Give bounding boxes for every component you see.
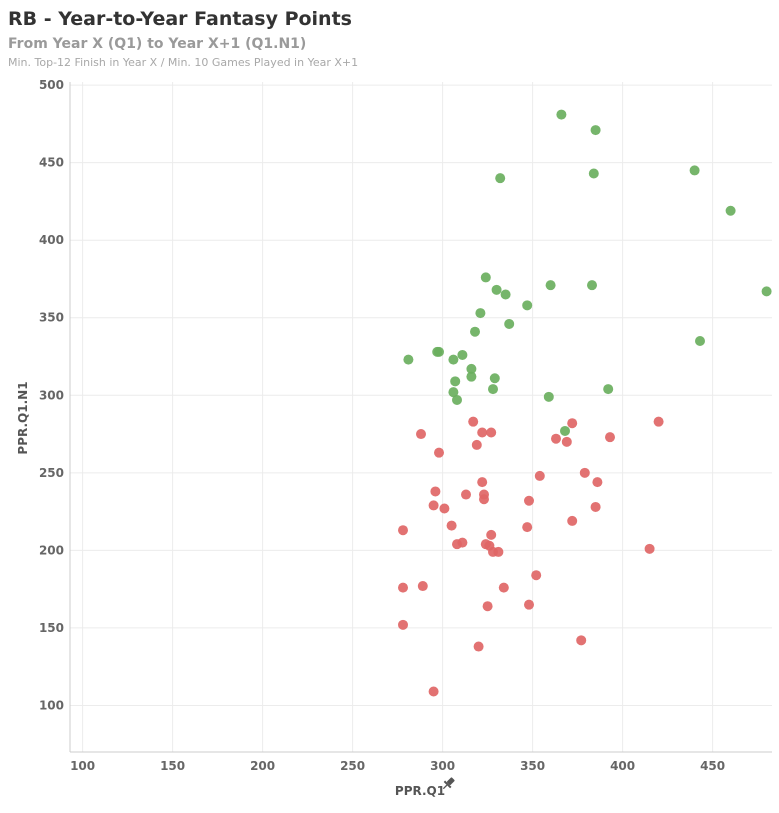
scatter-point-green[interactable]	[470, 326, 480, 337]
scatter-point-green[interactable]	[588, 168, 599, 179]
y-tick-label: 100	[39, 698, 64, 712]
scatter-point-red[interactable]	[605, 432, 615, 443]
scatter-point-green[interactable]	[448, 387, 459, 398]
scatter-point-red[interactable]	[446, 520, 457, 531]
scatter-point-green[interactable]	[448, 354, 459, 365]
x-axis-label: PPR.Q1	[395, 784, 445, 798]
scatter-point-red[interactable]	[434, 447, 444, 458]
y-tick-label: 500	[39, 78, 64, 92]
x-tick-label: 350	[520, 759, 545, 773]
y-tick-label: 450	[39, 156, 64, 170]
scatter-point-red[interactable]	[579, 467, 590, 478]
scatter-point-green[interactable]	[495, 173, 506, 184]
scatter-point-green[interactable]	[545, 280, 556, 291]
chart-title: RB - Year-to-Year Fantasy Points	[8, 8, 352, 30]
scatter-point-red[interactable]	[493, 546, 504, 557]
scatter-point-green[interactable]	[489, 373, 500, 384]
scatter-point-red[interactable]	[590, 501, 601, 512]
scatter-point-red[interactable]	[592, 477, 603, 488]
scatter-point-green[interactable]	[466, 371, 477, 382]
scatter-point-red[interactable]	[486, 529, 497, 540]
scatter-point-red[interactable]	[428, 686, 439, 697]
scatter-point-red[interactable]	[428, 500, 439, 511]
scatter-point-red[interactable]	[417, 581, 428, 592]
scatter-point-red[interactable]	[398, 525, 408, 536]
scatter-point-green[interactable]	[689, 165, 700, 176]
pin-icon[interactable]	[440, 776, 456, 792]
scatter-point-red[interactable]	[398, 619, 408, 630]
x-tick-label: 250	[340, 759, 365, 773]
axes: 100 150 200 250 300 350 400 450 100 150 200 250 300 3…	[39, 78, 772, 773]
scatter-point-red[interactable]	[457, 537, 468, 548]
scatter-point-green[interactable]	[491, 284, 502, 295]
scatter-point-red[interactable]	[644, 543, 655, 554]
scatter-point-red[interactable]	[439, 503, 450, 514]
y-axis-label: PPR.Q1.N1	[16, 381, 30, 454]
scatter-point-red[interactable]	[498, 582, 509, 593]
scatter-point-green[interactable]	[603, 384, 614, 395]
y-tick-label: 300	[39, 388, 64, 402]
scatter-point-green[interactable]	[403, 354, 414, 365]
x-tick-label: 400	[610, 759, 635, 773]
scatter-point-green[interactable]	[480, 272, 491, 283]
y-tick-label: 200	[39, 543, 64, 557]
scatter-point-red[interactable]	[567, 515, 578, 526]
scatter-point-green[interactable]	[522, 300, 533, 311]
scatter-point-red[interactable]	[430, 486, 441, 497]
y-tick-label: 400	[39, 233, 64, 247]
grid	[70, 82, 772, 752]
scatter-point-green[interactable]	[475, 308, 486, 319]
scatter-point-red[interactable]	[576, 635, 587, 646]
scatter-point-green[interactable]	[450, 376, 461, 387]
scatter-point-green[interactable]	[457, 349, 468, 360]
data-points	[398, 109, 772, 697]
scatter-point-red[interactable]	[531, 570, 542, 581]
scatter-point-red[interactable]	[653, 416, 664, 427]
axis-labels: PPR.Q1 PPR.Q1.N1	[16, 381, 456, 798]
scatter-point-red[interactable]	[534, 470, 545, 481]
scatter-point-red[interactable]	[522, 522, 533, 533]
scatter-point-green[interactable]	[466, 363, 477, 374]
scatter-point-green[interactable]	[725, 205, 736, 216]
scatter-point-green[interactable]	[500, 289, 511, 300]
scatter-point-red[interactable]	[482, 601, 493, 612]
y-tick-label: 150	[39, 621, 64, 635]
scatter-point-green[interactable]	[695, 336, 705, 347]
scatter-point-red[interactable]	[473, 641, 484, 652]
scatter-point-red[interactable]	[524, 599, 534, 610]
scatter-point-green[interactable]	[560, 425, 570, 436]
scatter-point-red[interactable]	[477, 427, 488, 438]
y-tick-label: 350	[39, 311, 64, 325]
scatter-point-red[interactable]	[561, 436, 572, 447]
scatter-point-green[interactable]	[488, 384, 498, 395]
scatter-point-green[interactable]	[556, 109, 567, 120]
scatter-point-green[interactable]	[543, 391, 554, 402]
chart-note: Min. Top-12 Finish in Year X / Min. 10 G…	[8, 56, 359, 69]
x-tick-label: 150	[160, 759, 185, 773]
scatter-point-red[interactable]	[398, 582, 408, 593]
scatter-point-green[interactable]	[452, 394, 462, 405]
scatter-point-red[interactable]	[567, 418, 578, 429]
scatter-point-red[interactable]	[461, 489, 471, 500]
x-tick-label: 100	[70, 759, 95, 773]
chart-subtitle: From Year X (Q1) to Year X+1 (Q1.N1)	[8, 36, 307, 52]
scatter-point-red[interactable]	[416, 429, 426, 440]
scatter-point-red[interactable]	[551, 433, 561, 444]
scatter-point-green[interactable]	[761, 286, 772, 297]
y-tick-label: 250	[39, 466, 64, 480]
scatter-point-green[interactable]	[504, 318, 515, 329]
x-tick-label: 300	[430, 759, 455, 773]
scatter-point-green[interactable]	[434, 346, 444, 357]
x-tick-label: 450	[700, 759, 725, 773]
scatter-point-red[interactable]	[468, 416, 479, 427]
scatter-point-red[interactable]	[524, 495, 534, 506]
scatter-point-red[interactable]	[486, 427, 497, 438]
scatter-point-red[interactable]	[477, 477, 488, 488]
x-tick-label: 200	[250, 759, 275, 773]
scatter-point-green[interactable]	[587, 280, 597, 291]
scatter-point-red[interactable]	[471, 439, 482, 450]
scatter-point-red[interactable]	[479, 494, 489, 505]
scatter-point-green[interactable]	[590, 125, 601, 136]
